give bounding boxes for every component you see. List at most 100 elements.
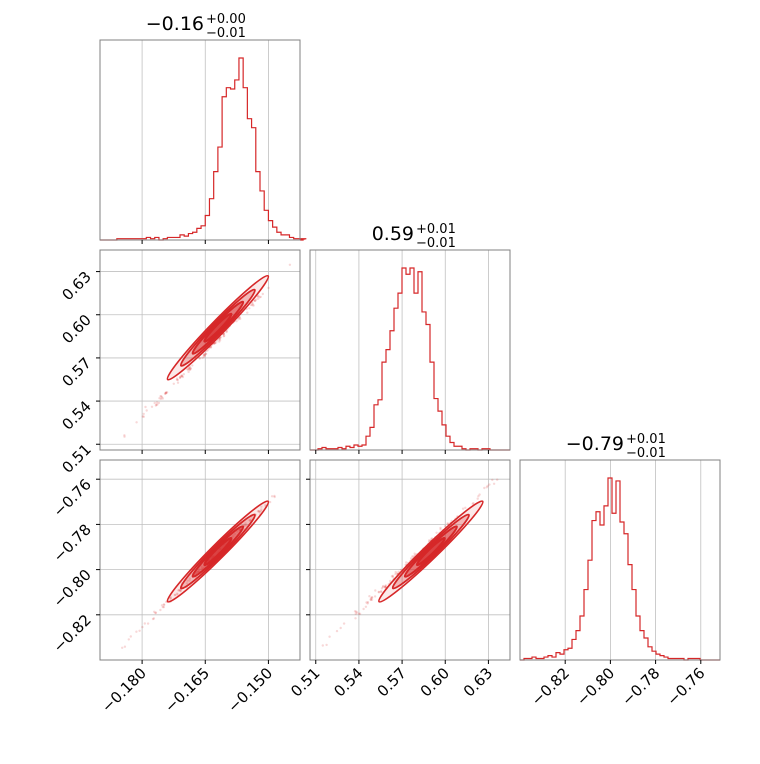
panel-1-0-sample-point [160, 396, 164, 399]
panel-1-0-sample-point [203, 354, 206, 357]
panel-2-0-sample-point [188, 579, 191, 582]
panel-2-0-sample-point [195, 570, 199, 574]
panel-2-0-sample-point [177, 589, 181, 592]
panel-2-0-ylabel-1: −0.80 [50, 566, 95, 611]
panel-2-1-sample-point [391, 575, 394, 579]
panel-1-0-sample-point [123, 434, 126, 437]
panel-2-1-sample-point [335, 629, 339, 633]
panel-2-1-sample-point [496, 478, 499, 481]
panel-1-0-sample-point [180, 374, 184, 378]
panel-2-0-sample-point [245, 524, 248, 527]
panel-2-0-sample-point [176, 593, 179, 596]
panel-2-0-sample-point [244, 522, 247, 525]
panel-1-0-sample-point [251, 303, 254, 307]
panel-1-0-sample-point [198, 357, 201, 360]
panel-2-1-sample-point [461, 507, 465, 510]
panel-1-0-sample-point [246, 311, 249, 314]
panel-2-1-xlabel-4: 0.63 [460, 664, 496, 700]
panel-1-0-sample-point [188, 366, 191, 370]
panel-2-1-sample-point [369, 598, 373, 602]
panel-1-0-sample-point [225, 330, 228, 334]
panel-2-0-sample-point [121, 646, 124, 649]
panel-2-0-sample-point [153, 610, 156, 613]
panel-2-1-sample-point [380, 587, 384, 590]
panel-1-0-sample-point [186, 368, 189, 371]
panel-1-0-sample-point [159, 397, 163, 401]
panel-1-0-sample-point [172, 382, 175, 385]
panel-2-0-sample-point [243, 523, 246, 527]
panel-2-1-sample-point [383, 586, 387, 589]
panel-1-0-sample-point [288, 263, 292, 266]
panel-1-0-sample-point [259, 295, 262, 299]
panel-2-0-sample-point [159, 608, 162, 612]
panel-2-1-sample-point [368, 595, 371, 598]
panel-1-0-sample-point [153, 401, 156, 405]
panel-2-1-sample-point [439, 528, 442, 531]
panel-2-1-sample-point [397, 570, 400, 573]
panel-1-0-sample-point [202, 353, 205, 357]
panel-1-0-sample-point [237, 318, 240, 321]
panel-2-0-sample-point [185, 582, 189, 585]
panel-2-1-sample-point [374, 589, 377, 592]
panel-1-0-sample-point [135, 421, 138, 424]
panel-1-0-sample-point [164, 391, 167, 394]
panel-2-1-sample-point [395, 572, 399, 575]
panel-1-0-sample-point [218, 337, 221, 340]
panel-1-0-sample-point [141, 415, 144, 418]
panel-2-1-sample-point [477, 495, 480, 498]
panel-2-1-sample-point [478, 493, 481, 496]
panel-2-1-frame [309, 459, 511, 661]
panel-2-1-sample-point [488, 483, 491, 486]
panel-2-1-sample-point [464, 506, 467, 509]
panel-2-1-sample-point [370, 596, 373, 599]
panel-2-1-sample-point [483, 486, 486, 490]
panel-1-0-sample-point [178, 376, 182, 379]
panel-2-0-sample-point [174, 593, 177, 597]
panel-2-1-xlabel-2: 0.57 [374, 664, 410, 700]
panel-1-0-sample-point [176, 378, 179, 382]
panel-1-0-sample-point [164, 392, 167, 395]
panel-2-1-sample-point [382, 584, 385, 588]
panel-2-0-ylabel-2: −0.78 [50, 521, 95, 566]
panel-2-0-sample-point [270, 495, 274, 498]
panel-1-0-sample-point [178, 376, 182, 379]
panel-1-0-ylabel-4: 0.63 [58, 268, 94, 304]
panel-2-0-sample-point [141, 625, 144, 629]
panel-2-0-sample-point [257, 510, 261, 513]
panel-2-1-sample-point [357, 612, 361, 615]
panel-2-0-sample-point [257, 510, 261, 513]
panel-2-1-sample-point [411, 555, 414, 558]
panel-2-0-sample-point [135, 630, 138, 633]
panel-0-0-title-value: −0.16 [146, 13, 204, 35]
panel-1-0-sample-point [223, 334, 226, 337]
panel-1-0-sample-point [201, 356, 204, 359]
panel-1-0-sample-point [225, 330, 228, 333]
panel-2-1-contour-level-3 [415, 536, 446, 567]
panel-1-0-sample-point [209, 346, 212, 349]
panel-1-0-sample-point [252, 304, 255, 307]
panel-1-0-sample-point [239, 317, 242, 321]
panel-2-0-xlabel-2: −0.150 [224, 664, 276, 716]
panel-1-0-sample-point [179, 375, 182, 378]
panel-1-0-sample-point [203, 353, 206, 357]
panel-2-1-sample-point [321, 644, 324, 647]
panel-2-0-sample-point [194, 571, 198, 575]
panel-2-0-ylabel-3: −0.76 [50, 475, 95, 520]
panel-1-0-sample-point [258, 296, 261, 299]
panel-1-0-sample-point [158, 397, 161, 400]
panel-2-0-sample-point [162, 603, 166, 606]
panel-2-0-sample-point [143, 622, 146, 625]
panel-1-0-sample-point [204, 352, 207, 355]
panel-1-0-sample-point [191, 364, 194, 367]
panel-1-0-sample-point [188, 366, 191, 369]
panel-2-1-sample-point [492, 482, 496, 485]
panel-1-0-sample-point [204, 352, 208, 356]
panel-0-0-title-lower: −0.01 [206, 26, 246, 41]
panel-2-0-xlabel-1: −0.165 [161, 664, 213, 716]
panel-2-0-sample-point [260, 508, 263, 511]
panel-2-0-sample-point [179, 589, 182, 592]
panel-1-0-sample-point [218, 339, 222, 342]
panel-1-0-sample-point [188, 368, 192, 371]
panel-1-0-ylabel-3: 0.60 [58, 311, 94, 347]
